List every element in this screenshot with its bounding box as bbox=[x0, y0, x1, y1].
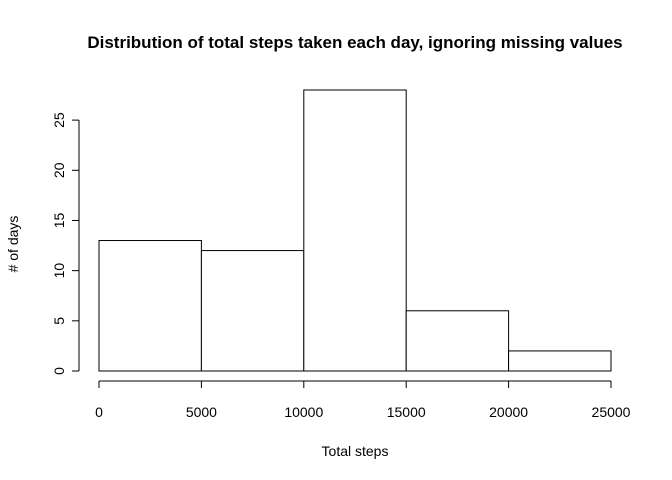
x-axis-label: Total steps bbox=[322, 443, 389, 459]
x-tick-label: 10000 bbox=[284, 404, 323, 420]
histogram-bar bbox=[303, 89, 407, 372]
x-tick-label: 20000 bbox=[489, 404, 528, 420]
x-tick-label: 15000 bbox=[387, 404, 426, 420]
y-tick-label: 20 bbox=[51, 162, 67, 178]
y-tick-label: 15 bbox=[51, 212, 67, 228]
x-axis: 0 5000 10000 15000 20000 25000 bbox=[95, 380, 631, 420]
histogram-bar bbox=[405, 310, 510, 372]
chart-title: Distribution of total steps taken each d… bbox=[87, 33, 622, 52]
histogram-bar bbox=[200, 250, 305, 372]
y-tick-label: 5 bbox=[51, 317, 67, 325]
y-tick-label: 10 bbox=[51, 263, 67, 279]
histogram-bar bbox=[508, 350, 612, 372]
y-tick-label: 0 bbox=[51, 367, 67, 375]
y-tick-label: 25 bbox=[51, 112, 67, 128]
x-tick-label: 25000 bbox=[592, 404, 631, 420]
y-axis: 0 5 10 15 20 25 bbox=[51, 112, 80, 375]
bars-group bbox=[98, 89, 612, 372]
x-tick-label: 5000 bbox=[186, 404, 217, 420]
y-axis-label: # of days bbox=[5, 216, 21, 273]
x-tick-label: 0 bbox=[95, 404, 103, 420]
histogram-bar bbox=[98, 240, 202, 372]
